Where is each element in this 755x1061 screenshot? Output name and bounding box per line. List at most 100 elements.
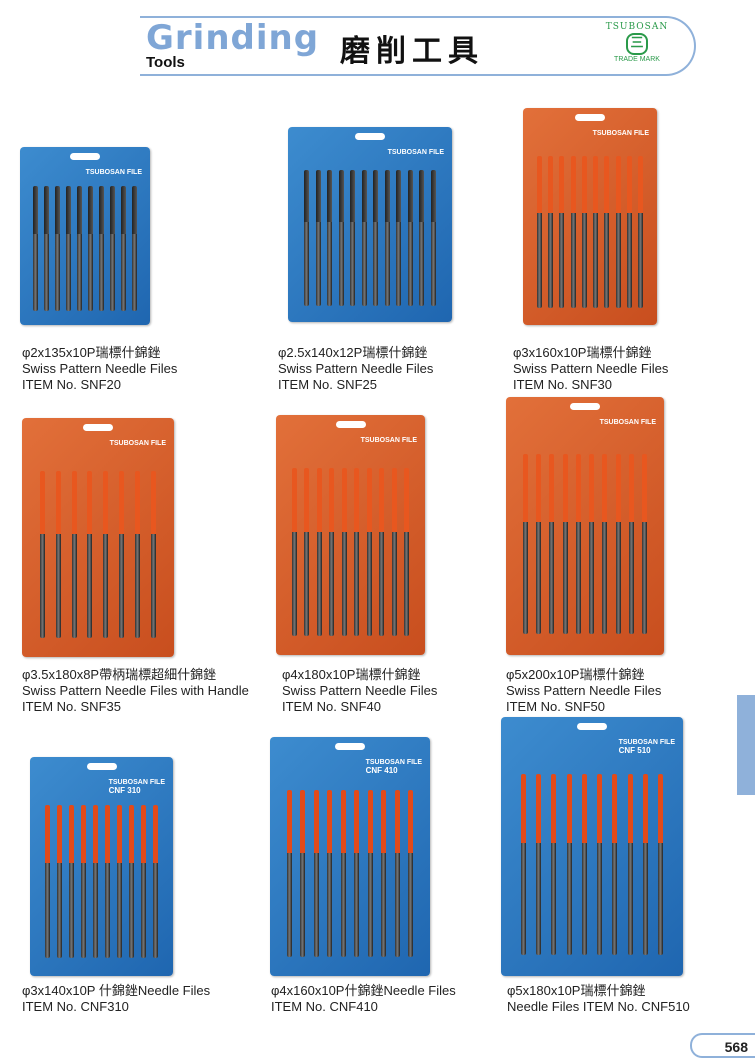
needle-file: [391, 467, 397, 636]
hang-hole: [83, 424, 113, 431]
needle-file: [597, 773, 603, 956]
item-number: ITEM No. SNF35: [22, 699, 121, 714]
product-name: Swiss Pattern Needle Files: [506, 683, 662, 698]
needle-file: [535, 773, 541, 956]
file-set: [288, 467, 413, 636]
needle-file: [116, 805, 122, 959]
needle-file: [327, 169, 333, 307]
needle-file: [151, 470, 157, 638]
needle-file: [152, 805, 158, 959]
needle-file: [581, 155, 587, 308]
needle-file: [354, 467, 360, 636]
needle-file: [304, 169, 310, 307]
file-set: [34, 470, 162, 638]
needle-file: [291, 467, 297, 636]
needle-file: [361, 169, 367, 307]
needle-file: [44, 805, 50, 959]
needle-file: [98, 186, 104, 311]
jar-icon: 三: [626, 33, 648, 55]
needle-file: [300, 789, 306, 957]
product-package-image: TSUBOSAN FILE: [523, 108, 657, 325]
needle-file: [404, 467, 410, 636]
product-spec: φ4x160x10P什錦銼Needle Files: [271, 983, 456, 998]
product-spec: φ5x200x10P瑞標什錦銼: [506, 667, 645, 682]
product-package-image: TSUBOSAN FILE CNF 410: [270, 737, 430, 976]
needle-file: [627, 773, 633, 956]
product-spec: φ5x180x10P瑞標什錦銼: [507, 983, 646, 998]
item-number: ITEM No. CNF410: [271, 999, 378, 1014]
product-name: Swiss Pattern Needle Files: [282, 683, 438, 698]
product-spec: φ4x180x10P瑞標什錦銼: [282, 667, 421, 682]
product-package-image: TSUBOSAN FILE: [506, 397, 664, 655]
needle-file: [338, 169, 344, 307]
needle-file: [407, 169, 413, 307]
needle-file: [350, 169, 356, 307]
needle-file: [566, 773, 572, 956]
needle-file: [341, 467, 347, 636]
file-set: [41, 805, 161, 959]
page-title-chinese: 磨削工具: [340, 34, 484, 69]
needle-file: [135, 470, 141, 638]
needle-file: [44, 186, 50, 311]
needle-file: [581, 773, 587, 956]
needle-file: [520, 773, 526, 956]
needle-file: [626, 155, 632, 308]
item-number: ITEM No. SNF50: [506, 699, 605, 714]
needle-file: [39, 470, 45, 638]
page-title: Grinding: [146, 18, 320, 58]
page-number: 568: [690, 1033, 755, 1058]
needle-file: [373, 169, 379, 307]
needle-file: [430, 169, 436, 307]
needle-file: [384, 169, 390, 307]
needle-file: [119, 470, 125, 638]
product-spec: φ2.5x140x12P瑞標什錦銼: [278, 345, 428, 360]
needle-file: [120, 186, 126, 311]
product-spec: φ3x160x10P瑞標什錦銼: [513, 345, 652, 360]
needle-file: [549, 453, 555, 635]
needle-file: [642, 773, 648, 956]
package-label: TSUBOSAN FILE CNF 410: [365, 759, 422, 775]
needle-file: [354, 789, 360, 957]
needle-file: [140, 805, 146, 959]
product-caption: φ3x160x10P瑞標什錦銼 Swiss Pattern Needle File…: [513, 345, 668, 393]
file-set: [30, 186, 139, 311]
hang-hole: [577, 723, 607, 730]
needle-file: [638, 155, 644, 308]
product-spec: φ3.5x180x8P帶柄瑞標超細什錦銼: [22, 667, 217, 682]
product-caption: φ2.5x140x12P瑞標什錦銼 Swiss Pattern Needle Fi…: [278, 345, 433, 393]
needle-file: [77, 186, 83, 311]
hang-hole: [86, 763, 117, 770]
header-frame: [140, 16, 696, 76]
needle-file: [602, 453, 608, 635]
package-label: TSUBOSAN FILE: [109, 440, 166, 447]
needle-file: [327, 789, 333, 957]
needle-file: [87, 186, 93, 311]
needle-file: [329, 467, 335, 636]
needle-file: [104, 805, 110, 959]
needle-file: [33, 186, 39, 311]
product-name: Swiss Pattern Needle Files: [22, 361, 178, 376]
needle-file: [381, 789, 387, 957]
needle-file: [394, 789, 400, 957]
item-number: ITEM No. SNF30: [513, 377, 612, 392]
product-caption: φ5x180x10P瑞標什錦銼 Needle Files ITEM No. CNF…: [507, 983, 690, 1015]
product-name: Swiss Pattern Needle Files with Handle: [22, 683, 249, 698]
needle-file: [56, 805, 62, 959]
item-number: ITEM No. SNF20: [22, 377, 121, 392]
product-caption: φ3x140x10P 什錦銼Needle Files ITEM No. CNF31…: [22, 983, 210, 1015]
product-name: Swiss Pattern Needle Files: [513, 361, 669, 376]
needle-file: [551, 773, 557, 956]
hang-hole: [570, 403, 600, 410]
needle-file: [71, 470, 77, 638]
product-name: Needle Files ITEM No. CNF510: [507, 999, 690, 1014]
needle-file: [536, 155, 542, 308]
file-set: [519, 453, 652, 635]
page-subtitle: Tools: [146, 54, 185, 71]
product-package-image: TSUBOSAN FILE: [276, 415, 425, 655]
product-caption: φ5x200x10P瑞標什錦銼 Swiss Pattern Needle File…: [506, 667, 661, 715]
needle-file: [642, 453, 648, 635]
needle-file: [87, 470, 93, 638]
needle-file: [570, 155, 576, 308]
product-caption: φ4x180x10P瑞標什錦銼 Swiss Pattern Needle File…: [282, 667, 437, 715]
package-label: TSUBOSAN FILE: [360, 437, 417, 444]
